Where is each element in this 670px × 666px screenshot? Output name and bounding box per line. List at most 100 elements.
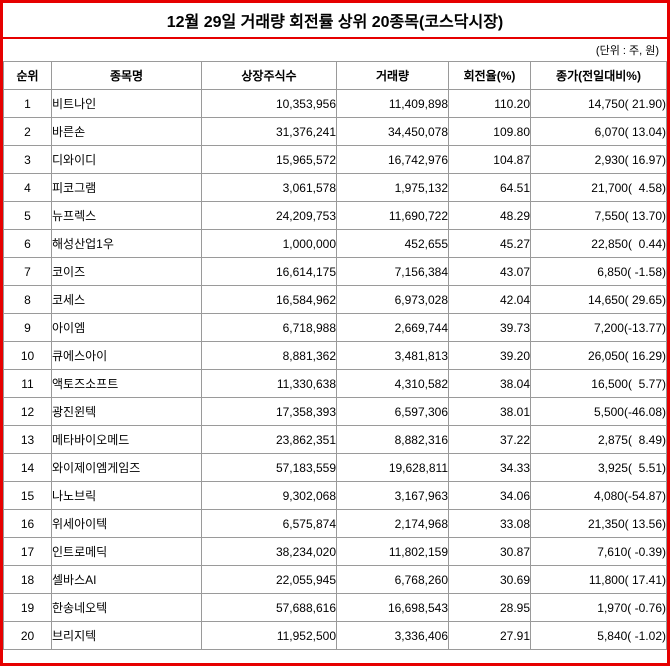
table-cell: 16,500( 5.77) — [530, 369, 667, 398]
table-cell: 셀바스AI — [51, 565, 202, 594]
table-cell: 8 — [3, 285, 52, 314]
column-header: 거래량 — [336, 61, 449, 90]
table-cell: 42.04 — [448, 285, 531, 314]
title-bar: 12월 29일 거래량 회전률 상위 20종목(코스닥시장) — [3, 3, 667, 39]
table-cell: 큐에스아이 — [51, 341, 202, 370]
table-cell: 코세스 — [51, 285, 202, 314]
table-cell: 6,768,260 — [336, 565, 449, 594]
table-row: 7 코이즈 16,614,175 7,156,384 43.07 6,850( -1.58… — [3, 257, 667, 286]
table-row: 12 광진윈텍 17,358,393 6,597,306 38.01 5,500(-46.… — [3, 397, 667, 426]
table-cell: 109.80 — [448, 117, 531, 146]
table-cell: 한송네오텍 — [51, 593, 202, 622]
table-body: 1 비트나인 10,353,956 11,409,898 110.20 14,750( 2… — [3, 89, 667, 650]
table-cell: 24,209,753 — [201, 201, 337, 230]
column-header: 순위 — [3, 61, 52, 90]
table-cell: 6,718,988 — [201, 313, 337, 342]
table-cell: 디와이디 — [51, 145, 202, 174]
table-cell: 38.04 — [448, 369, 531, 398]
table-cell: 3,167,963 — [336, 481, 449, 510]
table-cell: 비트나인 — [51, 89, 202, 118]
table-cell: 6,070( 13.04) — [530, 117, 667, 146]
table-cell: 피코그램 — [51, 173, 202, 202]
turnover-table: 순위 종목명 상장주식수 거래량 회전율(%) 종가(전일대비%) 1 비트나인 10,353… — [3, 61, 667, 650]
header-row: 순위 종목명 상장주식수 거래량 회전율(%) 종가(전일대비%) — [3, 61, 667, 90]
table-row: 13 메타바이오메드 23,862,351 8,882,316 37.22 2,875( … — [3, 425, 667, 454]
table-cell: 5,500(-46.08) — [530, 397, 667, 426]
table-row: 11 액토즈소프트 11,330,638 4,310,582 38.04 16,500( … — [3, 369, 667, 398]
unit-row: (단위 : 주, 원) — [3, 39, 667, 61]
table-cell: 20 — [3, 621, 52, 650]
table-cell: 7,200(-13.77) — [530, 313, 667, 342]
table-cell: 메타바이오메드 — [51, 425, 202, 454]
table-cell: 6,973,028 — [336, 285, 449, 314]
table-row: 10 큐에스아이 8,881,362 3,481,813 39.20 26,050( 16… — [3, 341, 667, 370]
table-cell: 나노브릭 — [51, 481, 202, 510]
table-cell: 6,850( -1.58) — [530, 257, 667, 286]
table-cell: 2 — [3, 117, 52, 146]
table-cell: 11,800( 17.41) — [530, 565, 667, 594]
table-cell: 57,688,616 — [201, 593, 337, 622]
table-cell: 7 — [3, 257, 52, 286]
table-cell: 22,850( 0.44) — [530, 229, 667, 258]
column-header: 회전율(%) — [448, 61, 531, 90]
column-header: 상장주식수 — [201, 61, 337, 90]
table-cell: 34.06 — [448, 481, 531, 510]
table-cell: 인트로메딕 — [51, 537, 202, 566]
table-cell: 아이엠 — [51, 313, 202, 342]
table-cell: 3,481,813 — [336, 341, 449, 370]
table-cell: 액토즈소프트 — [51, 369, 202, 398]
column-header: 종가(전일대비%) — [530, 61, 667, 90]
table-cell: 14,650( 29.65) — [530, 285, 667, 314]
table-cell: 21,700( 4.58) — [530, 173, 667, 202]
table-cell: 19,628,811 — [336, 453, 449, 482]
table-row: 14 와이제이엠게임즈 57,183,559 19,628,811 34.33 3,925… — [3, 453, 667, 482]
table-cell: 39.20 — [448, 341, 531, 370]
table-cell: 104.87 — [448, 145, 531, 174]
table-row: 18 셀바스AI 22,055,945 6,768,260 30.69 11,800( 1… — [3, 565, 667, 594]
column-header: 종목명 — [51, 61, 202, 90]
table-cell: 17 — [3, 537, 52, 566]
table-cell: 14 — [3, 453, 52, 482]
table-cell: 1 — [3, 89, 52, 118]
table-cell: 38,234,020 — [201, 537, 337, 566]
table-cell: 48.29 — [448, 201, 531, 230]
table-cell: 7,156,384 — [336, 257, 449, 286]
table-cell: 코이즈 — [51, 257, 202, 286]
table-cell: 26,050( 16.29) — [530, 341, 667, 370]
table-cell: 9,302,068 — [201, 481, 337, 510]
table-cell: 11,802,159 — [336, 537, 449, 566]
table-cell: 30.69 — [448, 565, 531, 594]
table-cell: 57,183,559 — [201, 453, 337, 482]
table-row: 3 디와이디 15,965,572 16,742,976 104.87 2,930( 16… — [3, 145, 667, 174]
table-cell: 6 — [3, 229, 52, 258]
table-cell: 37.22 — [448, 425, 531, 454]
table-cell: 3 — [3, 145, 52, 174]
table-cell: 와이제이엠게임즈 — [51, 453, 202, 482]
table-row: 4 피코그램 3,061,578 1,975,132 64.51 21,700( 4.58… — [3, 173, 667, 202]
table-cell: 4,080(-54.87) — [530, 481, 667, 510]
table-cell: 452,655 — [336, 229, 449, 258]
table-row: 16 위세아이텍 6,575,874 2,174,968 33.08 21,350( 13… — [3, 509, 667, 538]
table-cell: 23,862,351 — [201, 425, 337, 454]
table-cell: 5,840( -1.02) — [530, 621, 667, 650]
table-cell: 7,550( 13.70) — [530, 201, 667, 230]
table-cell: 2,669,744 — [336, 313, 449, 342]
table-cell: 110.20 — [448, 89, 531, 118]
page-title: 12월 29일 거래량 회전률 상위 20종목(코스닥시장) — [166, 14, 504, 31]
table-cell: 뉴프렉스 — [51, 201, 202, 230]
table-cell: 10,353,956 — [201, 89, 337, 118]
table-cell: 7,610( -0.39) — [530, 537, 667, 566]
table-cell: 3,336,406 — [336, 621, 449, 650]
table-cell: 4 — [3, 173, 52, 202]
table-cell: 3,925( 5.51) — [530, 453, 667, 482]
table-cell: 28.95 — [448, 593, 531, 622]
table-cell: 6,597,306 — [336, 397, 449, 426]
table-cell: 해성산업1우 — [51, 229, 202, 258]
table-cell: 19 — [3, 593, 52, 622]
table-row: 9 아이엠 6,718,988 2,669,744 39.73 7,200(-13.77) — [3, 313, 667, 342]
table-cell: 바른손 — [51, 117, 202, 146]
table-cell: 3,061,578 — [201, 173, 337, 202]
table-cell: 8,881,362 — [201, 341, 337, 370]
table-cell: 9 — [3, 313, 52, 342]
